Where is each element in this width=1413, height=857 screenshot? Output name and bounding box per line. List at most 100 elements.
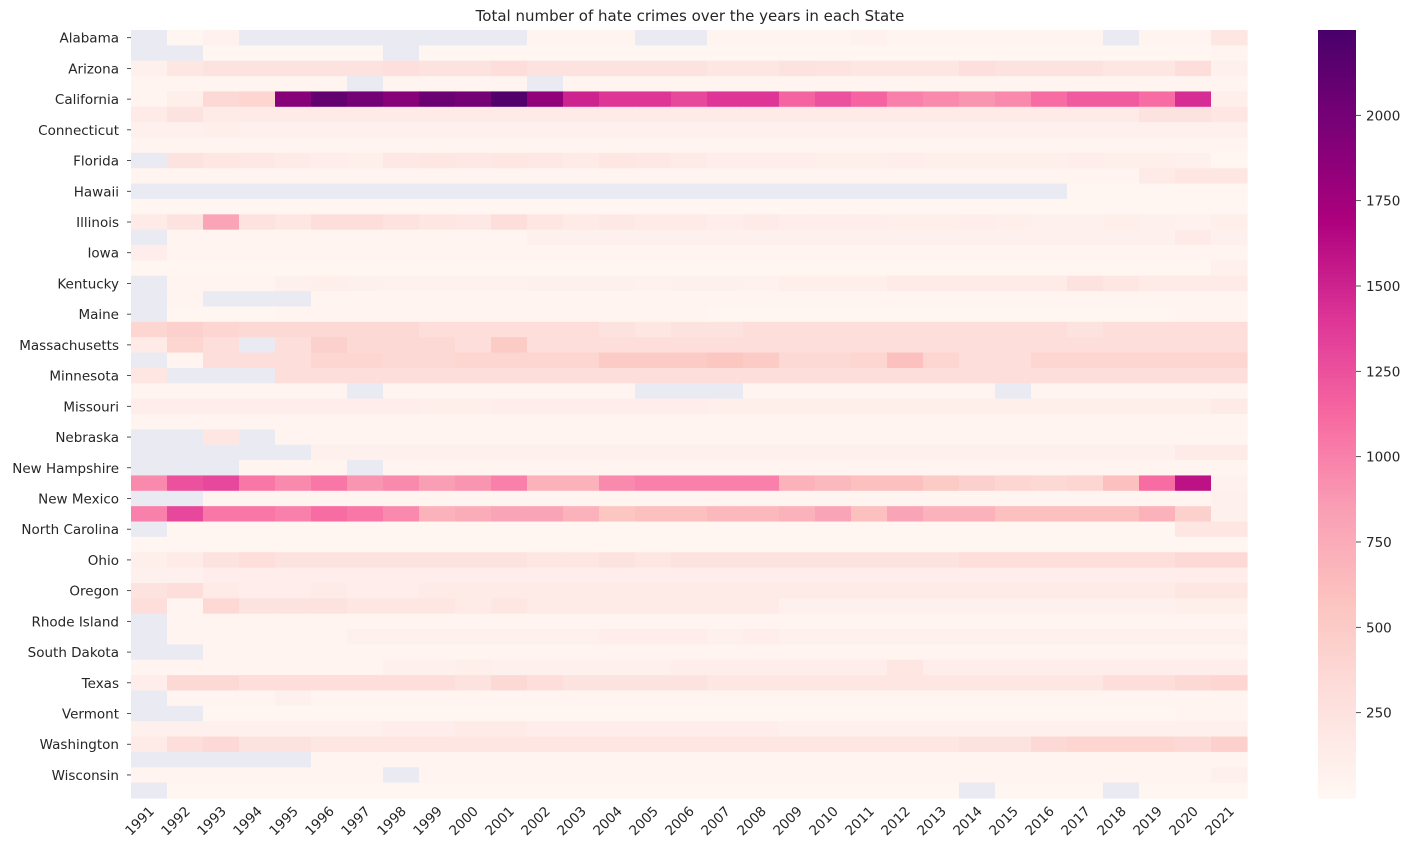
colorbar-band — [1318, 514, 1356, 519]
heatmap-cell — [239, 736, 276, 753]
heatmap-cell — [995, 767, 1032, 784]
heatmap-cell — [743, 122, 780, 139]
heatmap-cell — [563, 45, 600, 62]
colorbar-band — [1318, 326, 1356, 331]
heatmap-cell — [419, 291, 456, 308]
heatmap-cell — [1031, 751, 1068, 768]
heatmap-cell — [995, 122, 1032, 139]
heatmap-cell — [275, 122, 312, 139]
heatmap-cell — [1211, 460, 1248, 477]
heatmap-cell — [923, 152, 960, 169]
heatmap-cell — [743, 460, 780, 477]
heatmap-cell — [275, 429, 312, 446]
heatmap-cell — [887, 383, 924, 400]
heatmap-cell — [347, 751, 384, 768]
heatmap-cell — [383, 705, 420, 722]
heatmap-cell — [959, 30, 996, 46]
heatmap-cell — [779, 214, 816, 231]
heatmap-cell — [203, 152, 240, 169]
heatmap-cell — [239, 398, 276, 415]
heatmap-cell — [887, 582, 924, 599]
heatmap-cell — [527, 444, 564, 461]
heatmap-cell — [779, 168, 816, 185]
heatmap-cell — [887, 275, 924, 292]
heatmap-cell — [959, 214, 996, 231]
colorbar-band — [1318, 666, 1356, 671]
heatmap-cell — [923, 291, 960, 308]
colorbar-band — [1318, 794, 1356, 799]
heatmap-cell — [995, 306, 1032, 323]
heatmap-cell — [419, 782, 456, 799]
colorbar-band — [1318, 90, 1356, 95]
heatmap-cell — [599, 198, 636, 215]
heatmap-cell — [887, 567, 924, 584]
heatmap-cell — [815, 644, 852, 661]
x-tick-label: 1992 — [158, 804, 194, 840]
colorbar-band — [1318, 266, 1356, 271]
heatmap-cell — [527, 613, 564, 630]
heatmap-cell — [419, 383, 456, 400]
heatmap-cell — [959, 168, 996, 185]
heatmap-cell — [239, 60, 276, 77]
heatmap-cell — [923, 367, 960, 384]
heatmap-cell — [779, 721, 816, 738]
heatmap-cell — [851, 352, 888, 369]
heatmap-cell — [491, 429, 528, 446]
heatmap-cell — [923, 444, 960, 461]
heatmap-cell — [491, 45, 528, 62]
colorbar-band — [1318, 582, 1356, 587]
heatmap-cell — [527, 352, 564, 369]
heatmap-cell — [779, 398, 816, 415]
heatmap-cell — [275, 291, 312, 308]
heatmap-cell — [563, 245, 600, 261]
heatmap-cell — [599, 475, 636, 492]
heatmap-cell — [167, 137, 204, 154]
heatmap-cell — [419, 490, 456, 507]
heatmap-cell — [815, 245, 852, 261]
heatmap-cell — [815, 536, 852, 553]
heatmap-cell — [1103, 337, 1140, 354]
heatmap-cell — [1211, 521, 1248, 538]
heatmap-cell — [779, 76, 816, 93]
heatmap-cell — [167, 414, 204, 430]
colorbar-band — [1318, 506, 1356, 511]
heatmap-cell — [887, 337, 924, 354]
heatmap-cell — [1139, 214, 1176, 231]
heatmap-cell — [635, 291, 672, 308]
colorbar-band — [1318, 454, 1356, 459]
heatmap-cell — [1067, 705, 1104, 722]
heatmap-cell — [815, 306, 852, 323]
heatmap-cell — [491, 383, 528, 400]
heatmap-cell — [563, 444, 600, 461]
heatmap-cell — [815, 629, 852, 645]
heatmap-cell — [347, 306, 384, 323]
heatmap-cell — [779, 137, 816, 154]
heatmap-cell — [563, 383, 600, 400]
heatmap-cell — [743, 414, 780, 430]
heatmap-cell — [923, 60, 960, 77]
heatmap-cell — [491, 521, 528, 538]
heatmap-cell — [635, 337, 672, 354]
heatmap-cell — [1211, 598, 1248, 615]
colorbar-band — [1318, 642, 1356, 647]
heatmap-cell — [1211, 629, 1248, 645]
heatmap-cell — [887, 352, 924, 369]
heatmap-cell — [491, 137, 528, 154]
heatmap-cell — [779, 337, 816, 354]
heatmap-cell — [455, 398, 492, 415]
heatmap-cell — [1103, 229, 1140, 246]
heatmap-cell — [923, 106, 960, 123]
colorbar-band — [1318, 198, 1356, 203]
colorbar-band — [1318, 366, 1356, 371]
heatmap-cell — [743, 214, 780, 231]
heatmap-cell — [131, 721, 168, 738]
heatmap-cell — [527, 690, 564, 707]
colorbar-band — [1318, 174, 1356, 179]
colorbar-band — [1318, 282, 1356, 287]
heatmap-cell — [887, 321, 924, 338]
heatmap-cell — [1031, 245, 1068, 261]
colorbar-band — [1318, 354, 1356, 359]
heatmap-cell — [887, 45, 924, 62]
heatmap-cell — [1175, 582, 1212, 599]
heatmap-cell — [419, 736, 456, 753]
